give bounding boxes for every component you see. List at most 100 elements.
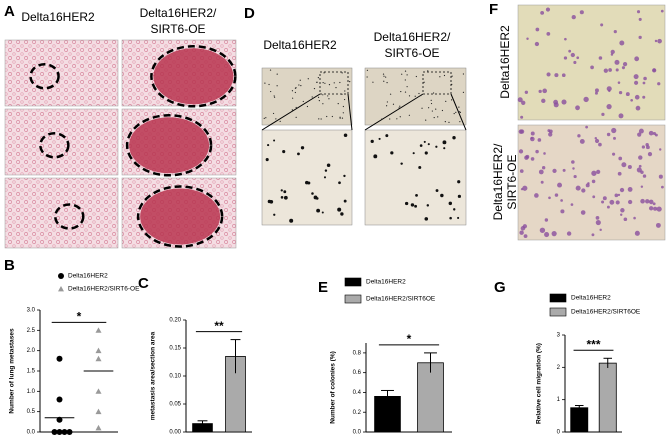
cell [557, 182, 562, 188]
colony [441, 109, 444, 112]
colony [412, 152, 415, 155]
colony [331, 115, 333, 118]
cell [571, 160, 575, 164]
colony [431, 110, 433, 112]
colony [459, 121, 461, 123]
cell [580, 210, 586, 215]
cell [615, 200, 620, 205]
y-tick-label: 0.20 [169, 318, 181, 324]
colony [280, 189, 283, 192]
colony [324, 169, 328, 172]
cell [617, 81, 621, 84]
colony [311, 96, 313, 98]
cell [577, 134, 581, 138]
cell [634, 80, 639, 85]
cell [645, 199, 650, 204]
colony [414, 95, 416, 97]
colony [459, 111, 461, 113]
point [61, 429, 68, 435]
cell [612, 152, 616, 156]
migration-image [517, 124, 666, 241]
y-axis-label: Number of colonies (%) [330, 351, 337, 424]
tumor-outline [136, 185, 224, 248]
tumor [153, 48, 234, 105]
colony [385, 76, 387, 78]
colony [300, 146, 305, 150]
cell [613, 29, 617, 34]
colony [289, 218, 294, 223]
cell [657, 82, 661, 86]
cell [530, 136, 533, 140]
colony [415, 193, 418, 197]
colony [313, 87, 316, 90]
colony [372, 81, 374, 83]
cell [534, 193, 539, 198]
colony [452, 136, 456, 140]
legend-swatch [344, 277, 362, 287]
cell [575, 105, 580, 111]
cell [640, 185, 644, 188]
colony [335, 87, 337, 89]
colony [449, 216, 452, 220]
cell [595, 219, 601, 226]
cell [618, 91, 623, 95]
point [95, 355, 102, 362]
cell [563, 56, 568, 60]
cell [541, 166, 546, 170]
colony [294, 87, 297, 89]
y-tick-label: 0.0 [27, 430, 36, 436]
colony [276, 73, 278, 75]
colony [382, 73, 385, 75]
panel-label: E [318, 279, 328, 296]
colony [270, 90, 272, 93]
colony [457, 216, 460, 220]
colony [435, 189, 439, 192]
cell [634, 56, 640, 62]
cell [562, 168, 566, 172]
image-header: SIRT6-OE [505, 154, 519, 209]
colony [451, 75, 453, 77]
colony [282, 150, 286, 154]
migration-image [517, 4, 666, 121]
colony [280, 196, 284, 199]
colony [342, 112, 344, 114]
y-tick-label: 2.5 [27, 328, 36, 334]
cell [645, 145, 650, 150]
colony [445, 100, 447, 102]
colony [448, 201, 453, 206]
zoom-line [347, 93, 353, 131]
colony [404, 91, 407, 93]
colony [410, 203, 415, 207]
colony [343, 199, 347, 203]
point [95, 347, 102, 354]
cell [614, 59, 620, 65]
y-axis-label: Relative cell migration (%) [536, 343, 543, 424]
colony [390, 151, 394, 155]
image-header: Delta16HER2/ [140, 6, 217, 20]
cell [635, 105, 641, 111]
colony [328, 98, 330, 100]
y-axis-label: Number of lung metastases [9, 328, 16, 414]
colony [415, 75, 417, 78]
colony [337, 103, 339, 105]
colony [430, 99, 432, 101]
cell [660, 9, 664, 13]
y-tick-label: 0 [557, 430, 561, 436]
y-tick-label: 0.0 [353, 430, 362, 436]
cell [539, 227, 546, 233]
colony [341, 72, 343, 74]
cell [561, 99, 567, 105]
cell [621, 162, 627, 168]
y-tick-label: 1 [557, 397, 561, 403]
cell [521, 100, 526, 105]
y-tick-label: 0.15 [169, 346, 181, 352]
y-tick-label: 0.4 [353, 390, 362, 396]
cell [620, 208, 625, 213]
zoom-box [319, 71, 349, 95]
colony [418, 165, 422, 169]
significance: ** [214, 319, 224, 333]
colony [283, 195, 288, 200]
panel-label: G [494, 279, 506, 296]
colony [462, 91, 465, 93]
colony [457, 180, 461, 184]
